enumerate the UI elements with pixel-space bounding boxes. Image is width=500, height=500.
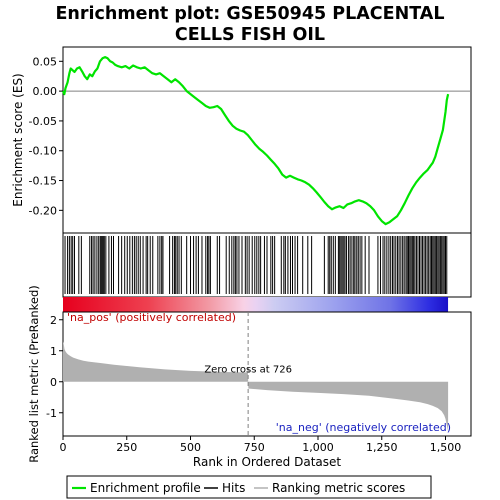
ranking-metric-area (63, 341, 449, 432)
zero-cross-label: Zero cross at 726 (204, 364, 292, 375)
ranking-y-tick-label: 1 (50, 345, 57, 358)
x-tick-label: 750 (244, 441, 265, 454)
x-tick-label: 1,000 (302, 441, 334, 454)
x-tick-label: 250 (116, 441, 137, 454)
legend-frame (66, 475, 432, 499)
ranking-y-tick-label: 0 (50, 376, 57, 389)
x-axis: 0 250 500 750 1,000 1,250 1,500 (60, 436, 462, 454)
chart-title-line-2: CELLS FISH OIL (175, 25, 325, 45)
legend-ranking-label: Ranking metric scores (272, 481, 405, 495)
x-tick-label: 0 (60, 441, 67, 454)
ranking-y-tick-label: 2 (50, 314, 57, 327)
positive-correlation-label: 'na_pos' (positively correlated) (67, 311, 236, 324)
ranking-y-tick-label: -1 (46, 407, 57, 420)
legend-hits-label: Hits (222, 481, 245, 495)
es-y-tick-label: -0.10 (29, 145, 57, 158)
x-tick-label: 1,250 (366, 441, 398, 454)
es-panel: 0.05 0.00 -0.05 -0.10 -0.15 -0.20 Enrichment … (11, 46, 472, 234)
ranking-panel: Zero cross at 726 'na_pos' (positively c… (27, 285, 472, 469)
es-y-tick-label: -0.05 (29, 115, 57, 128)
es-y-tick-label: 0.05 (33, 55, 58, 68)
es-y-tick-label: -0.20 (29, 204, 57, 217)
es-y-tick-label: -0.15 (29, 175, 57, 188)
legend: Enrichment profile Hits Ranking metric s… (66, 475, 432, 499)
ranking-y-axis-label: Ranked list metric (PreRanked) (27, 285, 41, 463)
legend-enrichment-label: Enrichment profile (90, 481, 201, 495)
es-y-axis: 0.05 0.00 -0.05 -0.10 -0.15 -0.20 (29, 55, 63, 217)
hits-panel (62, 232, 472, 298)
hit-lines (64, 236, 448, 294)
x-tick-label: 1,500 (430, 441, 462, 454)
chart-title: Enrichment plot: GSE50945 PLACENTAL CELLS… (55, 4, 444, 45)
es-y-axis-label: Enrichment score (ES) (11, 73, 25, 206)
x-tick-label: 500 (180, 441, 201, 454)
ranking-color-bar (63, 297, 449, 312)
negative-correlation-label: 'na_neg' (negatively correlated) (276, 421, 451, 434)
es-panel-frame (62, 46, 472, 234)
es-y-tick-label: 0.00 (33, 85, 58, 98)
ranking-y-axis: 2 1 0 -1 (46, 314, 63, 420)
enrichment-profile-line (61, 55, 450, 226)
x-axis-label: Rank in Ordered Dataset (193, 455, 341, 469)
chart-title-line-1: Enrichment plot: GSE50945 PLACENTAL (55, 4, 444, 24)
